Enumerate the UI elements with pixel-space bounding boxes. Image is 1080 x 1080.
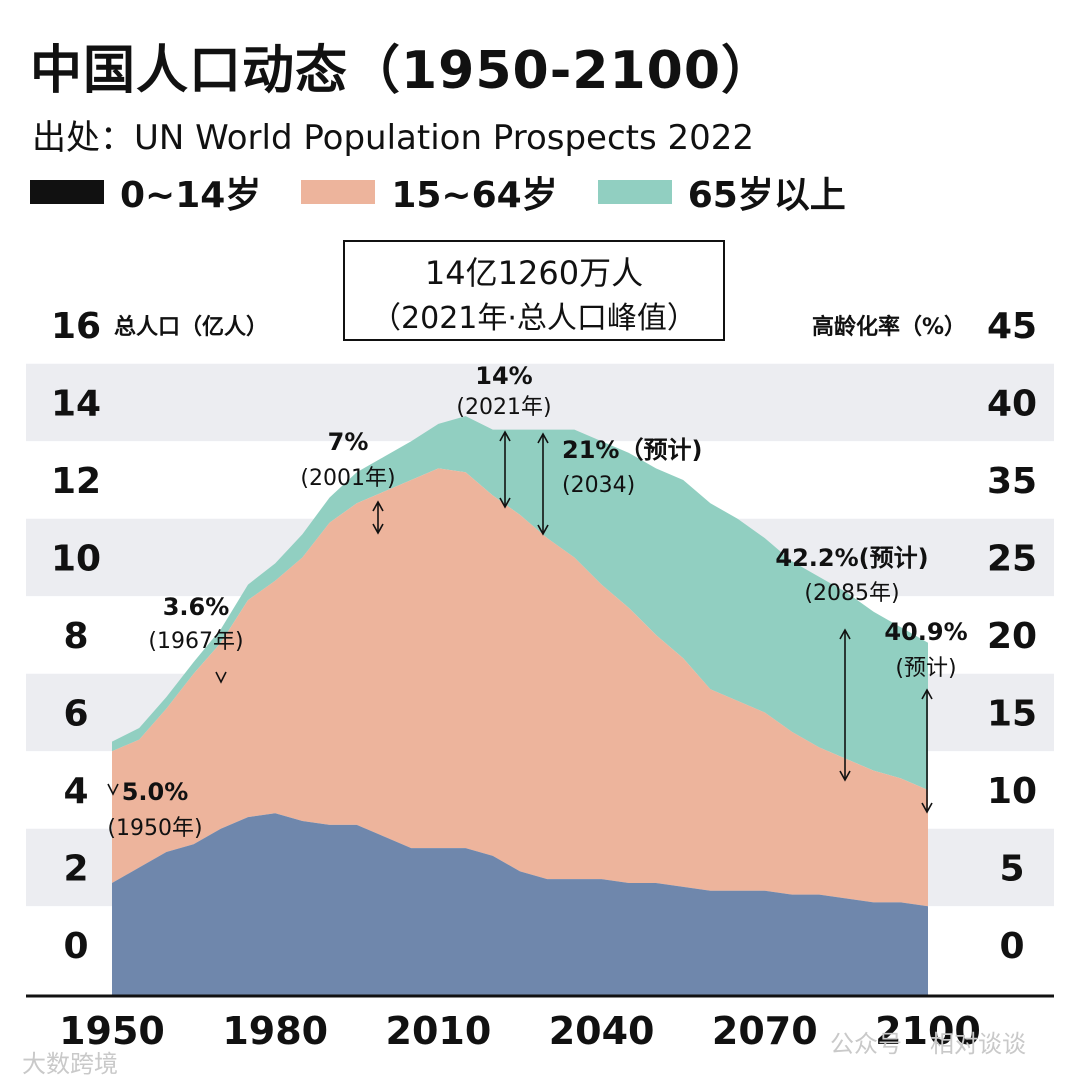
y-tick-left-label: 14 bbox=[51, 384, 101, 425]
y-tick-right-label: 35 bbox=[987, 461, 1037, 502]
arrow-2085-head-top bbox=[839, 628, 851, 640]
y-axis-right-title: 高龄化率（%） bbox=[812, 314, 966, 340]
arrow-2034-head-bottom bbox=[537, 524, 549, 536]
y-tick-right-label: 40 bbox=[987, 384, 1037, 425]
y-tick-left-label: 6 bbox=[63, 694, 88, 735]
peak-callout-line1: 14亿1260万人 bbox=[425, 254, 643, 292]
legend-swatch-65-plus bbox=[597, 180, 672, 204]
y-tick-left-label: 4 bbox=[63, 771, 88, 812]
arrow-2021-head-top bbox=[499, 430, 511, 442]
annotation-year: (2001年) bbox=[300, 466, 395, 491]
x-tick-label: 2010 bbox=[386, 1009, 492, 1053]
x-tick-label: 2070 bbox=[712, 1009, 818, 1053]
marker-1950 bbox=[107, 783, 119, 796]
arrow-2100-head-top bbox=[921, 688, 933, 700]
x-tick-label: 1950 bbox=[59, 1009, 165, 1053]
y-tick-left-label: 0 bbox=[63, 926, 88, 967]
arrow-2001-head-top bbox=[372, 500, 384, 512]
annotation-pct: 40.9% bbox=[884, 618, 967, 646]
annotation-pct: 14% bbox=[475, 362, 532, 390]
annotation-year: (2034) bbox=[562, 473, 635, 498]
annotation-year: (1967年) bbox=[148, 629, 243, 654]
y-tick-left-label: 8 bbox=[63, 616, 88, 657]
x-tick-label: 1980 bbox=[222, 1009, 328, 1053]
annotation-pct: 5.0% bbox=[122, 778, 189, 806]
legend-swatch-0-14 bbox=[30, 180, 104, 204]
band-0 bbox=[26, 363, 1054, 442]
legend: 0~14岁 15~64岁 65岁以上 bbox=[30, 170, 886, 216]
chart-subtitle: 出处：UN World Population Prospects 2022 bbox=[32, 118, 755, 158]
arrow-2034-head-top bbox=[537, 432, 549, 444]
y-tick-right-label: 45 bbox=[987, 306, 1037, 347]
annotation-year: (1950年) bbox=[107, 816, 202, 841]
y-tick-left-label: 2 bbox=[63, 849, 88, 890]
legend-label-0-14: 0~14岁 bbox=[120, 175, 262, 216]
y-axis-left-title: 总人口（亿人） bbox=[114, 314, 268, 340]
y-tick-left-label: 10 bbox=[51, 539, 101, 580]
annotation-pct: 42.2%(预计) bbox=[775, 544, 928, 572]
y-tick-right-label: 0 bbox=[999, 926, 1024, 967]
annotation-pct: 7% bbox=[328, 428, 369, 456]
y-tick-right-label: 20 bbox=[987, 616, 1037, 657]
x-tick-label: 2040 bbox=[549, 1009, 655, 1053]
y-tick-right-label: 10 bbox=[987, 771, 1037, 812]
marker-1967 bbox=[215, 671, 227, 684]
legend-label-15-64: 15~64岁 bbox=[391, 175, 558, 216]
arrow-2021-head-bottom bbox=[499, 497, 511, 509]
watermark-left: 大数跨境 bbox=[22, 1050, 118, 1078]
annotation-pct: 3.6% bbox=[163, 593, 230, 621]
area-age-15-64 bbox=[112, 468, 928, 907]
y-tick-right-label: 15 bbox=[987, 694, 1037, 735]
watermark-right: 相对谈谈 bbox=[930, 1030, 1026, 1058]
area-age-0-14 bbox=[112, 813, 928, 995]
arrow-2085-head-bottom bbox=[839, 770, 851, 782]
annotation-year: (2085年) bbox=[804, 581, 899, 606]
x-tick-label: 2100 bbox=[875, 1009, 981, 1053]
peak-callout-box bbox=[343, 240, 725, 341]
watermark-center: 公众号 bbox=[830, 1030, 902, 1058]
legend-item-0-14: 0~14岁 bbox=[30, 166, 261, 218]
legend-swatch-15-64 bbox=[301, 180, 376, 204]
y-tick-left-label: 12 bbox=[51, 461, 101, 502]
annotation-year: (预计) bbox=[895, 656, 956, 681]
peak-callout-line2: （2021年·总人口峰值） bbox=[371, 301, 697, 336]
y-tick-right-label: 5 bbox=[999, 849, 1024, 890]
y-tick-right-label: 25 bbox=[987, 539, 1037, 580]
legend-item-15-64: 15~64岁 bbox=[301, 166, 558, 218]
area-age-65-plus bbox=[112, 416, 928, 790]
legend-label-65-plus: 65岁以上 bbox=[687, 175, 846, 216]
chart-title: 中国人口动态（1950-2100） bbox=[30, 41, 775, 101]
legend-item-65-plus: 65岁以上 bbox=[597, 166, 846, 218]
y-tick-left-label: 16 bbox=[51, 306, 101, 347]
annotation-pct: 21%（预计) bbox=[562, 436, 702, 464]
annotation-year: (2021年) bbox=[456, 395, 551, 420]
arrow-2100-head-bottom bbox=[921, 802, 933, 814]
arrow-2001-head-bottom bbox=[372, 523, 384, 535]
